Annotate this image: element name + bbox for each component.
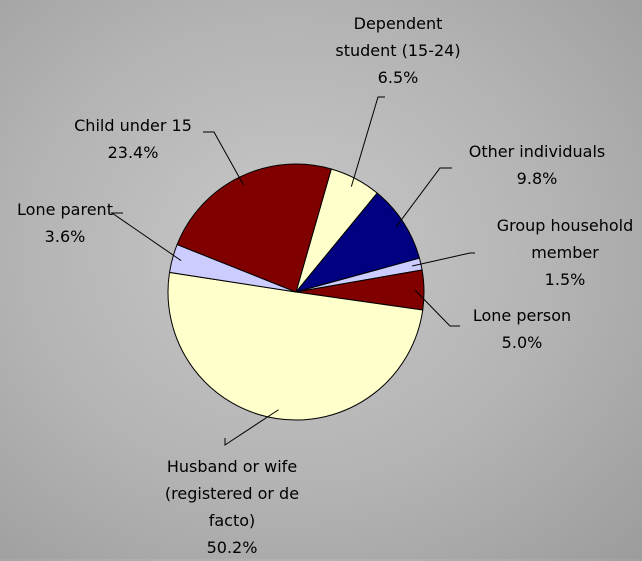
leader-line: [224, 409, 279, 446]
category-label: Other individuals: [468, 142, 606, 161]
slice-label: Husband or wife (registered or de facto)…: [147, 453, 317, 561]
leader-line: [350, 96, 385, 187]
slice-label: Dependent student (15-24) 6.5%: [323, 10, 473, 91]
category-label: Group household member: [496, 216, 634, 262]
leader-line: [395, 167, 452, 228]
value-label: 9.8%: [516, 169, 558, 188]
category-label: Lone person: [472, 306, 572, 325]
category-label: Child under 15: [74, 116, 192, 135]
slice-label: Lone person 5.0%: [452, 302, 592, 356]
leader-line: [203, 131, 245, 186]
slice-label: Child under 15 23.4%: [53, 112, 213, 166]
slice-label: Group household member 1.5%: [485, 212, 642, 293]
leader-line: [412, 252, 475, 267]
pie-slice: [167, 271, 424, 421]
value-label: 5.0%: [501, 333, 543, 352]
category-label: Husband or wife (registered or de facto): [164, 457, 300, 530]
value-label: 50.2%: [206, 538, 258, 557]
category-label: Lone parent: [17, 200, 113, 219]
category-label: Dependent student (15-24): [335, 14, 461, 60]
leader-line: [414, 289, 460, 327]
value-label: 6.5%: [377, 68, 419, 87]
slice-label: Lone parent 3.6%: [0, 196, 130, 250]
pie-slice: [294, 192, 421, 293]
slice-label: Other individuals 9.8%: [447, 138, 627, 192]
value-label: 23.4%: [107, 143, 159, 162]
value-label: 3.6%: [44, 227, 86, 246]
value-label: 1.5%: [544, 270, 586, 289]
leader-line: [110, 212, 182, 262]
